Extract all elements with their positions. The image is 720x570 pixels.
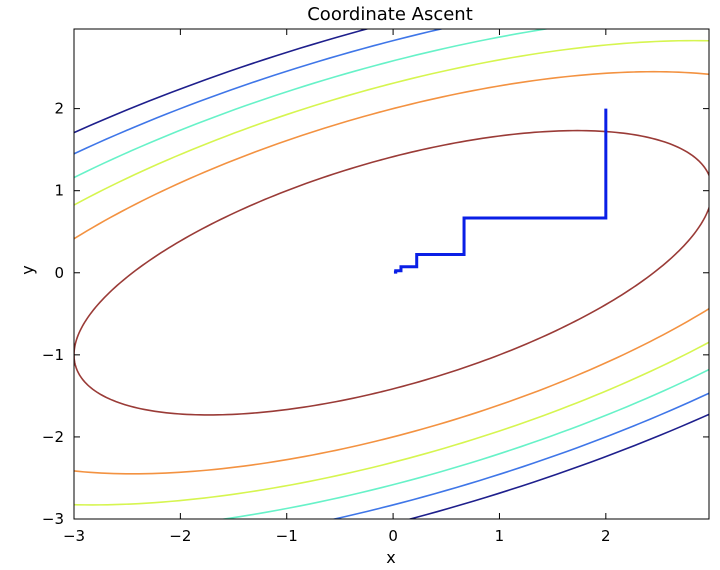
- plot-frame: [73, 28, 710, 520]
- contour-line-2: [74, 70, 709, 475]
- y-axis-ticks: −3 −2 −1 0 1 2: [42, 100, 709, 528]
- ascent-path-layer: [393, 108, 608, 274]
- x-tick-label: 2: [601, 527, 611, 545]
- y-tick-label: 1: [54, 182, 64, 200]
- x-tick-label: −3: [63, 527, 85, 545]
- x-tick-label: −1: [276, 527, 298, 545]
- y-tick-label: −1: [42, 346, 64, 364]
- x-axis-label: x: [386, 548, 395, 567]
- contour-line-3: [74, 39, 709, 506]
- y-axis-label: y: [18, 265, 37, 274]
- x-axis-ticks: −3 −2 −1 0 1 2: [63, 29, 611, 545]
- contour-line-1: [74, 129, 709, 416]
- y-tick-label: 0: [54, 264, 64, 282]
- y-tick-label: −3: [42, 510, 64, 528]
- y-tick-label: −2: [42, 428, 64, 446]
- y-tick-label: 2: [54, 100, 64, 118]
- ascent-path-line: [393, 108, 608, 274]
- x-tick-label: 0: [388, 527, 398, 545]
- contour-line-4: [74, 29, 709, 519]
- chart-title: Coordinate Ascent: [307, 4, 473, 25]
- x-tick-label: −2: [169, 527, 191, 545]
- x-tick-label: 1: [495, 527, 505, 545]
